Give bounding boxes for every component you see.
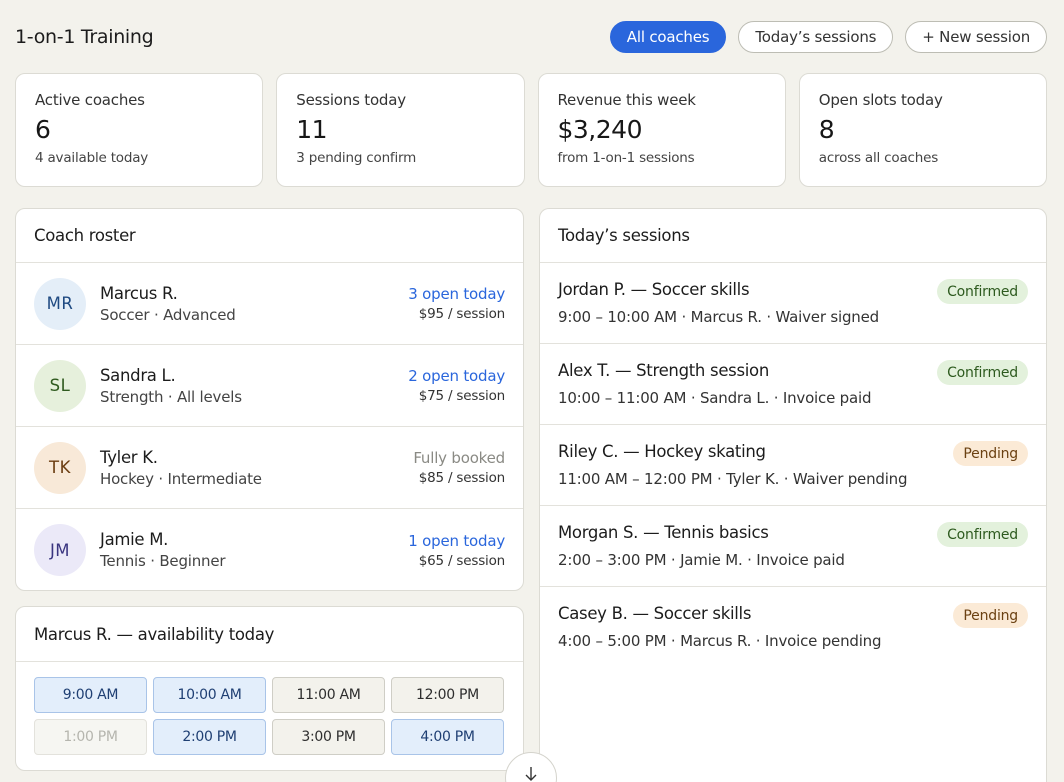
todays-sessions-panel: Today’s sessions Jordan P. — Soccer skil…: [539, 208, 1047, 782]
page-header: 1-on-1 Training All coaches Today’s sess…: [15, 21, 1047, 53]
slot-grid: 9:00 AM 10:00 AM 11:00 AM 12:00 PM 1:00 PM 2:…: [16, 662, 523, 755]
coach-row[interactable]: TK Tyler K. Hockey · Intermediate Fully …: [16, 427, 523, 509]
coach-price: $65 / session: [418, 552, 505, 569]
time-slot[interactable]: 11:00 AM: [272, 677, 385, 713]
time-slot[interactable]: 10:00 AM: [153, 677, 266, 713]
status-badge: Pending: [953, 441, 1028, 466]
stat-card-sessions-today: Sessions today 11 3 pending confirm: [276, 73, 525, 187]
stat-label: Sessions today: [296, 91, 406, 109]
coach-availability-summary: 3 open today $95 / session: [408, 285, 505, 322]
coach-sport: Soccer · Advanced: [100, 305, 236, 324]
session-row[interactable]: Alex T. — Strength session 10:00 – 11:00…: [540, 344, 1046, 425]
coach-name: Jamie M.: [100, 530, 169, 549]
coach-availability-summary: 1 open today $65 / session: [408, 532, 505, 569]
filter-todays-sessions-button[interactable]: Today’s sessions: [738, 21, 894, 53]
stat-value: 6: [35, 115, 51, 144]
coach-sport: Strength · All levels: [100, 387, 242, 406]
coach-list: MR Marcus R. Soccer · Advanced 3 open to…: [16, 263, 523, 590]
stat-subtext: across all coaches: [818, 150, 939, 166]
stat-subtext: 4 available today: [35, 150, 149, 166]
session-meta: 10:00 – 11:00 AM · Sandra L. · Invoice p…: [558, 389, 872, 407]
coach-info: Tyler K. Hockey · Intermediate: [100, 448, 413, 488]
time-slot[interactable]: 2:00 PM: [153, 719, 266, 755]
coach-availability-summary: Fully booked $85 / session: [413, 449, 505, 486]
coach-price: $75 / session: [418, 388, 505, 404]
session-title: Casey B. — Soccer skills: [558, 604, 752, 623]
coach-info: Sandra L. Strength · All levels: [100, 366, 408, 406]
stat-label: Active coaches: [35, 91, 145, 109]
coach-info: Jamie M. Tennis · Beginner: [100, 530, 408, 570]
session-title: Alex T. — Strength session: [558, 361, 769, 380]
status-badge: Confirmed: [937, 279, 1028, 304]
session-list: Jordan P. — Soccer skills 9:00 – 10:00 A…: [540, 263, 1046, 668]
stat-subtext: from 1-on-1 sessions: [557, 150, 695, 166]
time-slot[interactable]: 4:00 PM: [391, 719, 504, 755]
stat-value: $3,240: [557, 115, 643, 144]
stats-row: Active coaches 6 4 available today Sessi…: [15, 73, 1047, 187]
session-row[interactable]: Morgan S. — Tennis basics 2:00 – 3:00 PM…: [540, 506, 1046, 587]
header-actions: All coaches Today’s sessions + New sessi…: [609, 21, 1047, 53]
session-row[interactable]: Casey B. — Soccer skills 4:00 – 5:00 PM …: [540, 587, 1046, 668]
coach-info: Marcus R. Soccer · Advanced: [100, 284, 408, 324]
availability-title: Marcus R. — availability today: [16, 607, 523, 662]
coach-open-slots[interactable]: 2 open today: [408, 367, 505, 385]
coach-price: $85 / session: [418, 470, 505, 486]
session-title: Riley C. — Hockey skating: [558, 442, 766, 461]
avatar: TK: [34, 441, 86, 494]
coach-price: $95 / session: [418, 306, 505, 322]
avatar: MR: [34, 277, 86, 330]
availability-panel: Marcus R. — availability today 9:00 AM 10…: [15, 606, 524, 771]
time-slot[interactable]: 12:00 PM: [391, 677, 504, 713]
coach-roster-panel: Coach roster MR Marcus R. Soccer · Advan…: [15, 208, 524, 591]
stat-value: 8: [818, 115, 835, 144]
filter-all-coaches-button[interactable]: All coaches: [609, 21, 727, 53]
time-slot[interactable]: 3:00 PM: [272, 719, 385, 755]
session-title: Jordan P. — Soccer skills: [558, 280, 750, 299]
stat-label: Open slots today: [818, 91, 943, 109]
arrow-down-icon: [525, 767, 537, 781]
time-slot: 1:00 PM: [34, 719, 147, 755]
coach-roster-title: Coach roster: [16, 209, 523, 263]
session-meta: 9:00 – 10:00 AM · Marcus R. · Waiver sig…: [558, 308, 879, 326]
coach-name: Marcus R.: [100, 283, 178, 303]
new-session-button[interactable]: + New session: [905, 21, 1047, 53]
coach-open-slots[interactable]: 1 open today: [408, 531, 505, 550]
avatar: SL: [34, 359, 86, 412]
coach-open-slots: Fully booked: [413, 449, 505, 467]
status-badge: Confirmed: [937, 522, 1028, 547]
todays-sessions-title: Today’s sessions: [540, 209, 1046, 263]
page-title: 1-on-1 Training: [15, 26, 154, 48]
coach-name: Sandra L.: [100, 365, 176, 385]
time-slot[interactable]: 9:00 AM: [34, 677, 147, 713]
coach-sport: Tennis · Beginner: [100, 552, 226, 570]
stat-label: Revenue this week: [557, 91, 696, 109]
avatar: JM: [34, 524, 86, 576]
stat-card-revenue-week: Revenue this week $3,240 from 1-on-1 ses…: [537, 73, 786, 187]
session-row[interactable]: Riley C. — Hockey skating 11:00 AM – 12:…: [540, 425, 1046, 506]
coach-row[interactable]: SL Sandra L. Strength · All levels 2 ope…: [16, 345, 523, 427]
session-title: Morgan S. — Tennis basics: [558, 523, 769, 542]
coach-name: Tyler K.: [100, 447, 158, 467]
status-badge: Pending: [953, 603, 1028, 628]
session-meta: 11:00 AM – 12:00 PM · Tyler K. · Waiver …: [558, 470, 908, 488]
stat-subtext: 3 pending confirm: [296, 150, 417, 166]
coach-open-slots[interactable]: 3 open today: [408, 285, 505, 303]
session-meta: 2:00 – 3:00 PM · Jamie M. · Invoice paid: [558, 551, 845, 569]
stat-card-open-slots: Open slots today 8 across all coaches: [798, 73, 1047, 187]
stat-card-active-coaches: Active coaches 6 4 available today: [15, 73, 264, 187]
coach-availability-summary: 2 open today $75 / session: [408, 367, 505, 404]
coach-row[interactable]: MR Marcus R. Soccer · Advanced 3 open to…: [16, 263, 523, 345]
stat-value: 11: [296, 115, 328, 144]
session-row[interactable]: Jordan P. — Soccer skills 9:00 – 10:00 A…: [540, 263, 1046, 344]
session-meta: 4:00 – 5:00 PM · Marcus R. · Invoice pen…: [558, 632, 882, 650]
coach-row[interactable]: JM Jamie M. Tennis · Beginner 1 open tod…: [16, 509, 523, 590]
status-badge: Confirmed: [937, 360, 1028, 385]
coach-sport: Hockey · Intermediate: [100, 469, 262, 488]
